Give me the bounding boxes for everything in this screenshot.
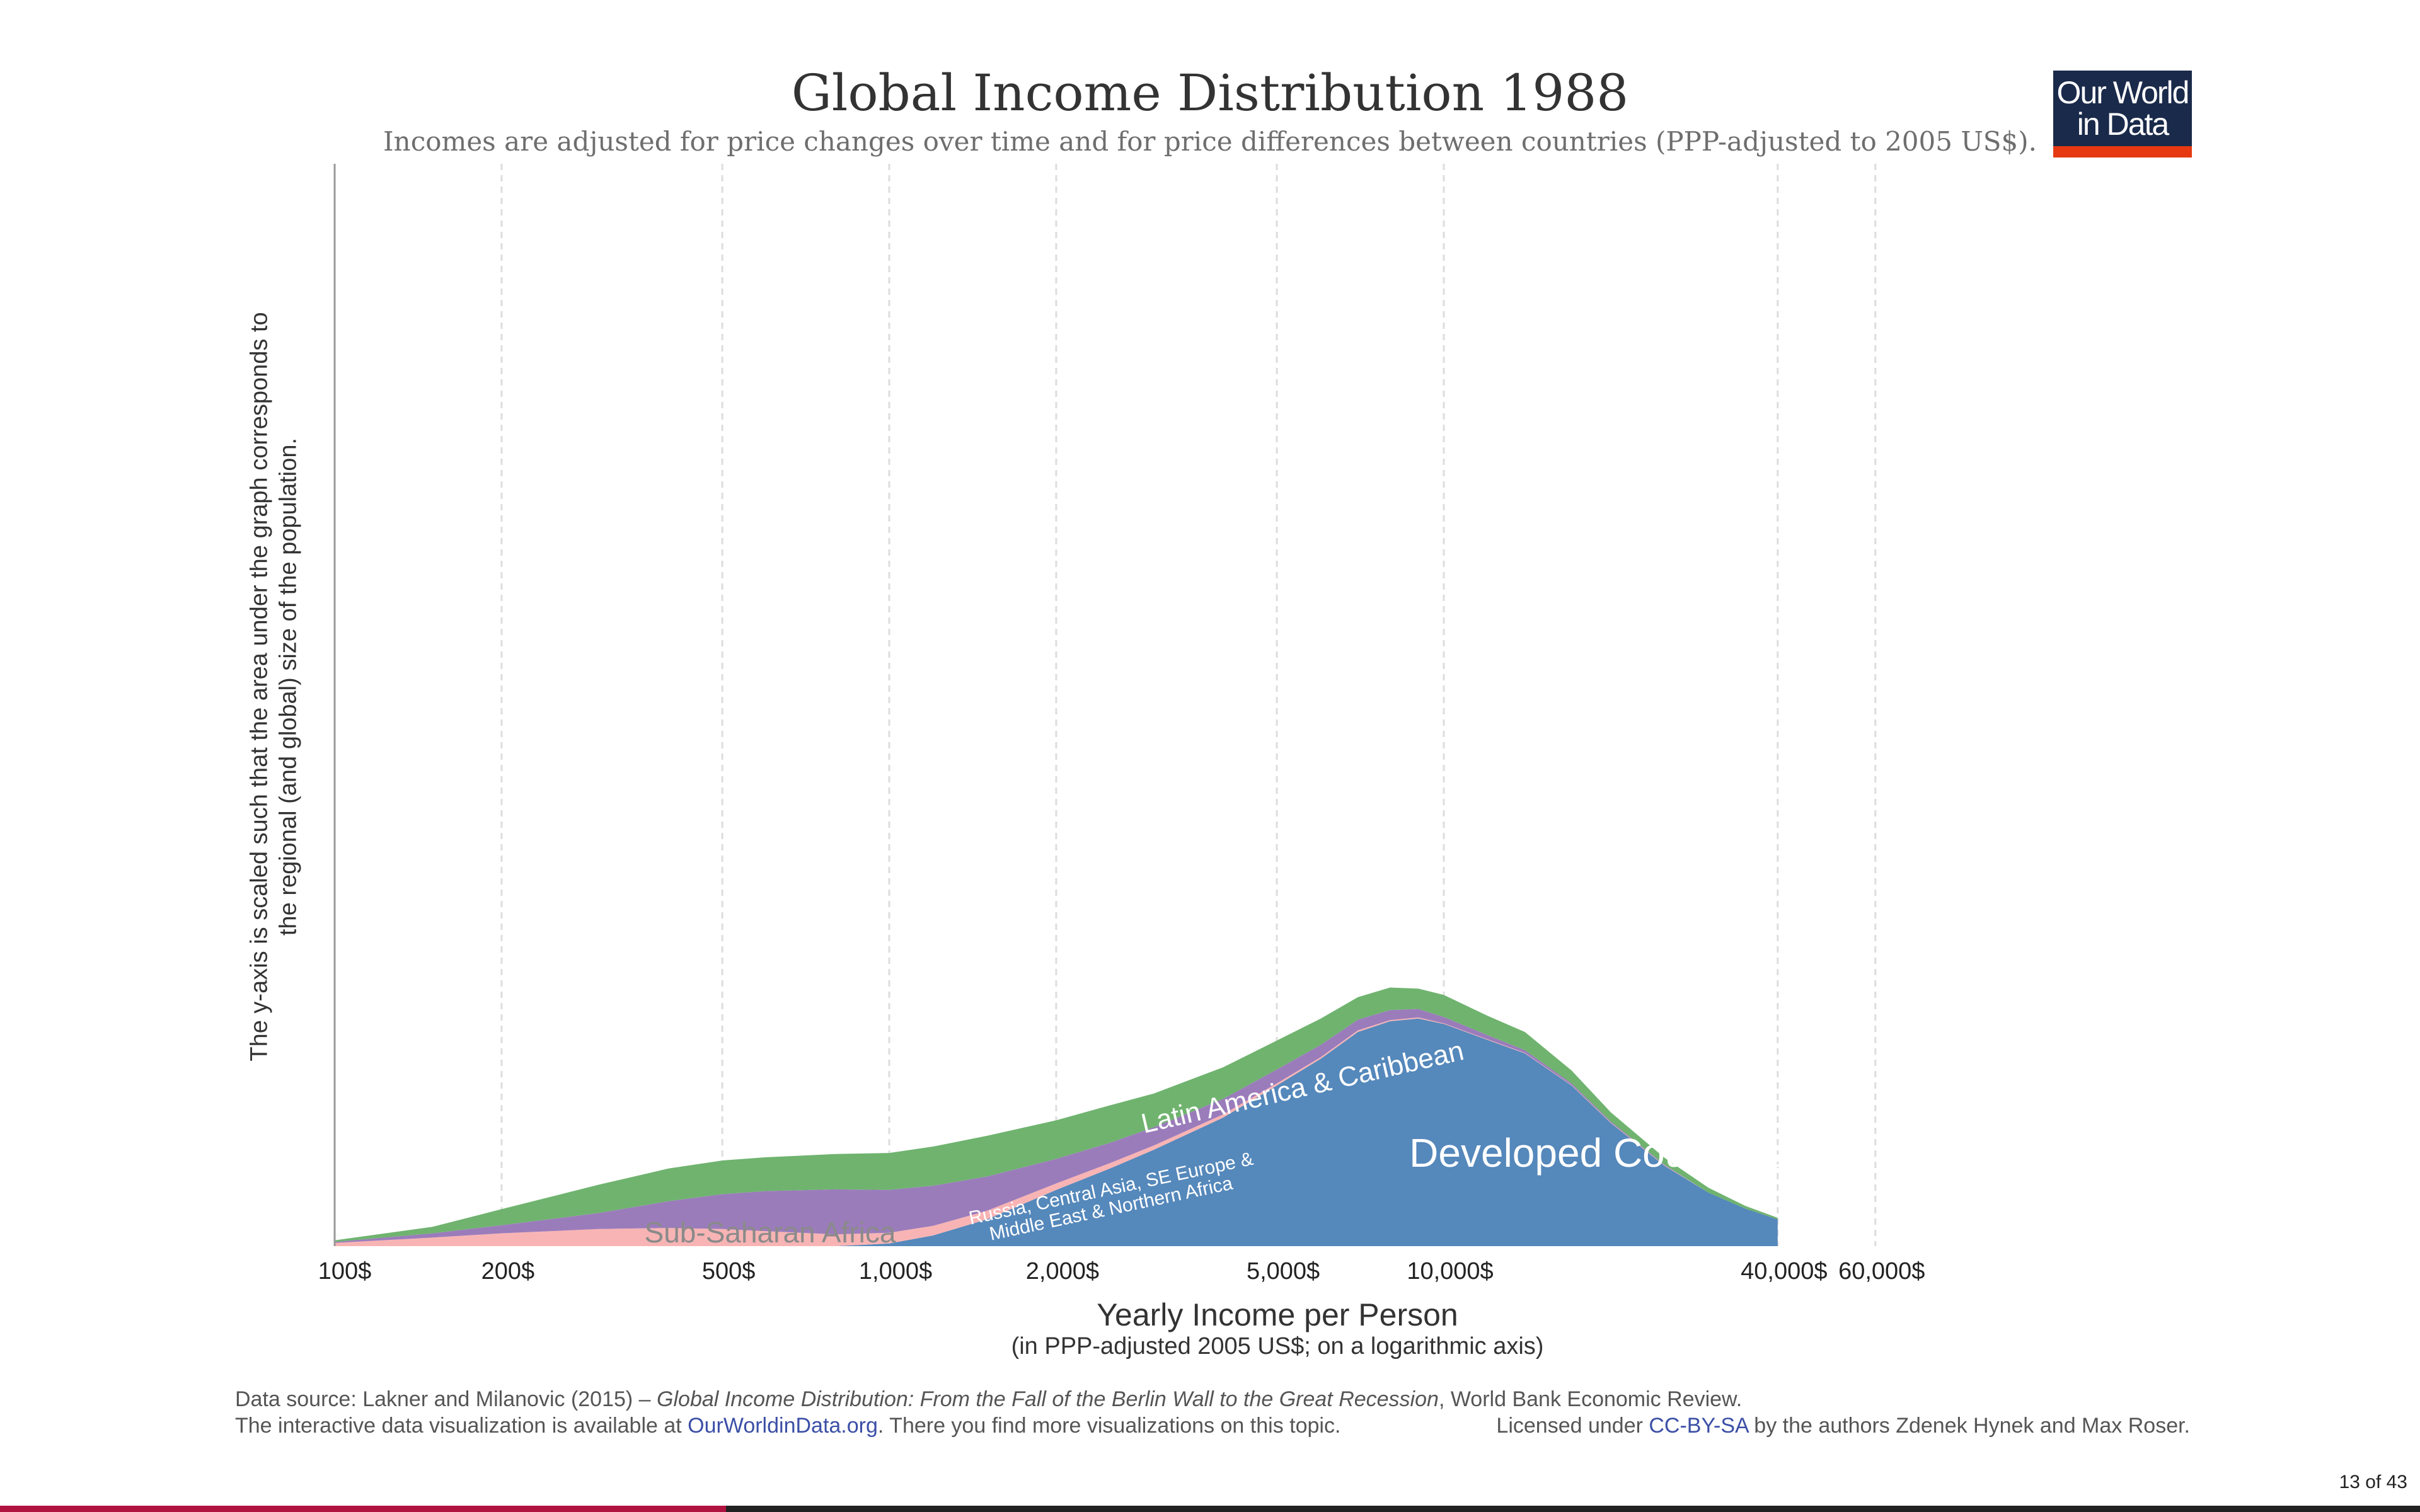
x-tick-40-000: 40,000$ — [1741, 1258, 1827, 1285]
page-number: 13 of 43 — [2339, 1472, 2407, 1492]
license-suffix: by the authors Zdenek Hynek and Max Rose… — [1748, 1414, 2190, 1438]
x-tick-200: 200$ — [481, 1258, 535, 1285]
source-prefix: Data source: Lakner and Milanovic (2015)… — [235, 1387, 657, 1411]
area-latin-america-caribbean — [335, 987, 1778, 1242]
interactive-prefix: The interactive data visualization is av… — [235, 1414, 688, 1438]
x-tick-60-000: 60,000$ — [1838, 1258, 1925, 1285]
license-line: Licensed under CC-BY-SA by the authors Z… — [1496, 1414, 2190, 1438]
interactive-line: The interactive data visualization is av… — [235, 1414, 1340, 1438]
source-title: Global Income Distribution: From the Fal… — [657, 1387, 1439, 1411]
logo-line-2: in Data — [2077, 106, 2169, 142]
owid-link[interactable]: OurWorldinData.org — [688, 1414, 878, 1438]
x-tick-5-000: 5,000$ — [1247, 1258, 1320, 1285]
our-world-in-data-logo[interactable]: Our World in Data — [2053, 71, 2192, 158]
chart-subtitle: Incomes are adjusted for price changes o… — [383, 126, 2037, 157]
footer-accent-bar — [0, 1506, 2420, 1512]
y-axis-label: The y-axis is scaled such that the area … — [246, 312, 301, 1062]
area-developed-countries — [335, 1018, 1778, 1246]
license-link[interactable]: CC-BY-SA — [1649, 1414, 1748, 1438]
x-axis-note: (in PPP-adjusted 2005 US$; on a logarith… — [1011, 1333, 1544, 1360]
x-tick-10-000: 10,000$ — [1407, 1258, 1493, 1285]
logo-line-1: Our World — [2056, 75, 2190, 110]
x-tick-1-000: 1,000$ — [859, 1258, 932, 1285]
x-tick-500: 500$ — [702, 1258, 756, 1285]
source-suffix: , World Bank Economic Review. — [1438, 1387, 1743, 1411]
area-label-developed-countries: Developed Countries — [1409, 1130, 1786, 1176]
x-tick-labels: 100$ 200$ 500$ 1,000$ 2,000$ 5,000$ 10,000$ 40,… — [318, 1258, 1925, 1285]
chart-title: Global Income Distribution 1988 — [791, 64, 1629, 122]
license-prefix: Licensed under — [1496, 1414, 1649, 1438]
logo-accent-bar — [2053, 146, 2192, 158]
x-tick-100: 100$ — [318, 1258, 372, 1285]
x-tick-2-000: 2,000$ — [1026, 1258, 1099, 1285]
x-axis-label: Yearly Income per Person — [1097, 1297, 1458, 1332]
interactive-suffix: . There you find more visualizations on … — [877, 1414, 1341, 1438]
stacked-areas — [335, 987, 1778, 1246]
data-source-line: Data source: Lakner and Milanovic (2015)… — [235, 1387, 1742, 1412]
area-label-sub-saharan-africa: Sub-Saharan Africa — [645, 1216, 896, 1249]
